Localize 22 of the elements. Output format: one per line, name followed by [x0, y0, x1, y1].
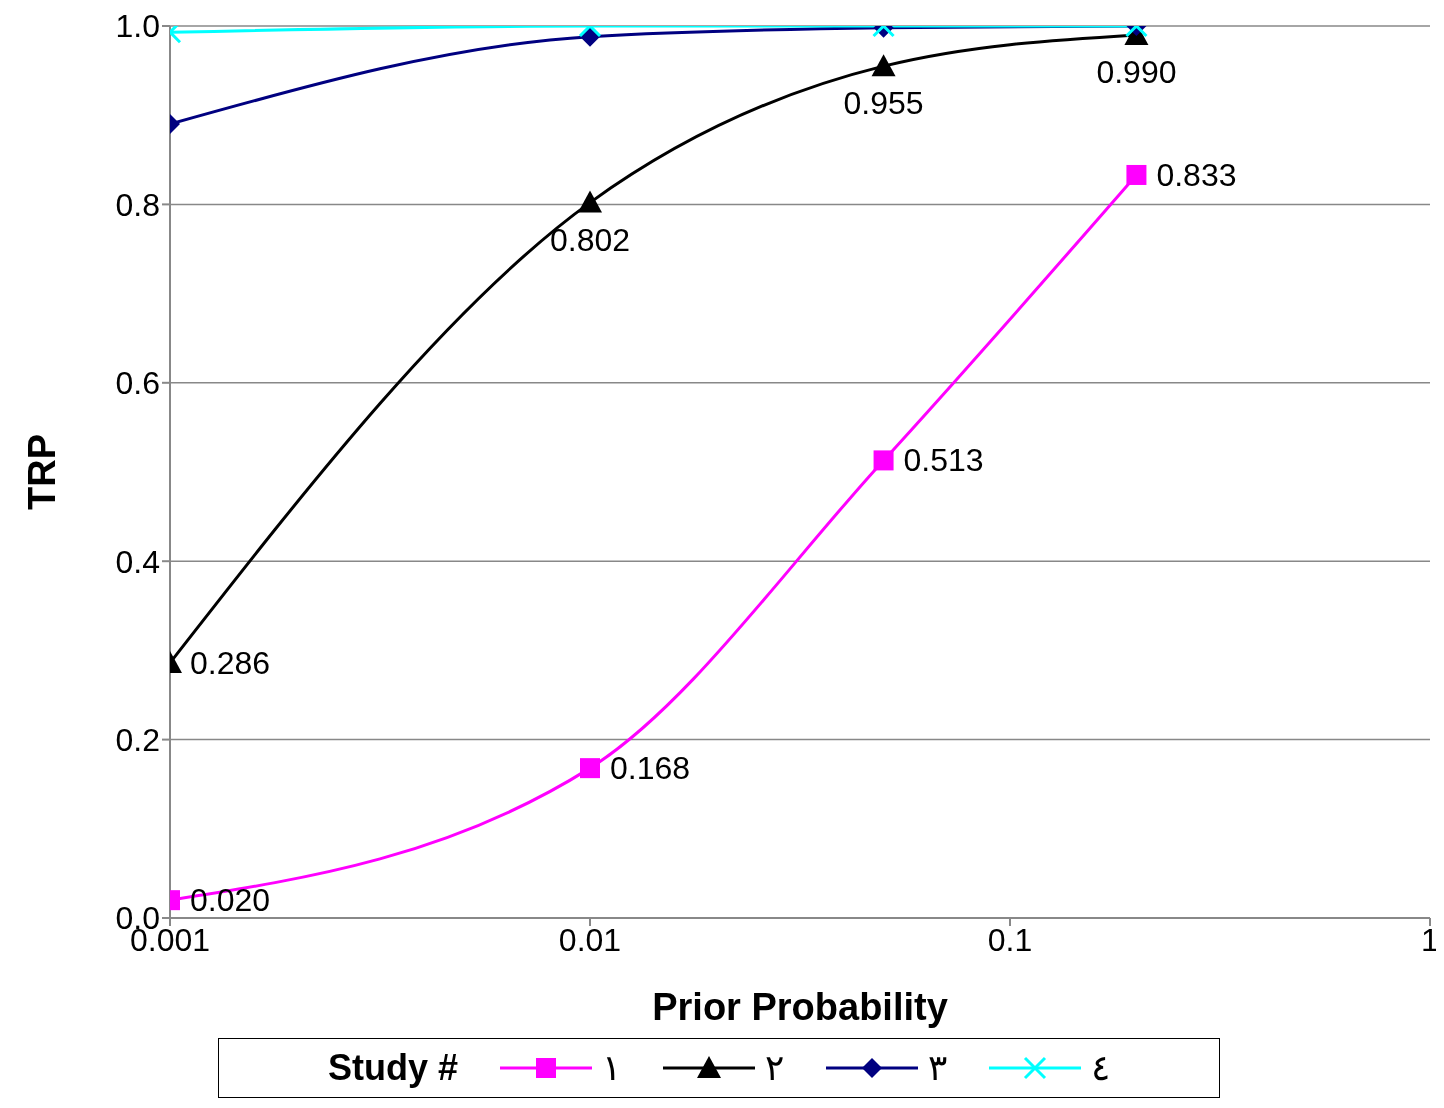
data-label: 0.168: [610, 750, 691, 787]
data-label: 0.020: [190, 882, 271, 919]
legend-label: ٤: [1091, 1047, 1111, 1089]
data-label: 0.990: [1096, 53, 1177, 90]
legend-label: ١: [602, 1047, 622, 1089]
data-label: 0.513: [903, 442, 984, 479]
legend-label: ٢: [765, 1047, 785, 1089]
x-tick-label: 0.01: [558, 921, 622, 958]
y-tick-label: 0.4: [115, 543, 160, 580]
y-tick-label: 1.0: [115, 8, 160, 45]
x-tick-label: 0.1: [987, 921, 1033, 958]
data-label: 0.286: [190, 644, 271, 681]
x-axis-title: Prior Probability: [652, 986, 948, 1028]
legend-label: ٣: [928, 1047, 948, 1089]
y-tick-label: 0.2: [115, 721, 160, 758]
legend-title: Study #: [327, 1047, 459, 1089]
y-tick-label: 0.8: [115, 186, 160, 223]
y-axis-title: TRP: [21, 434, 64, 510]
y-tick-label: 0.6: [115, 365, 160, 402]
data-label: 0.802: [549, 221, 631, 258]
data-label: 0.955: [843, 85, 924, 122]
data-label: 0.833: [1156, 156, 1237, 193]
